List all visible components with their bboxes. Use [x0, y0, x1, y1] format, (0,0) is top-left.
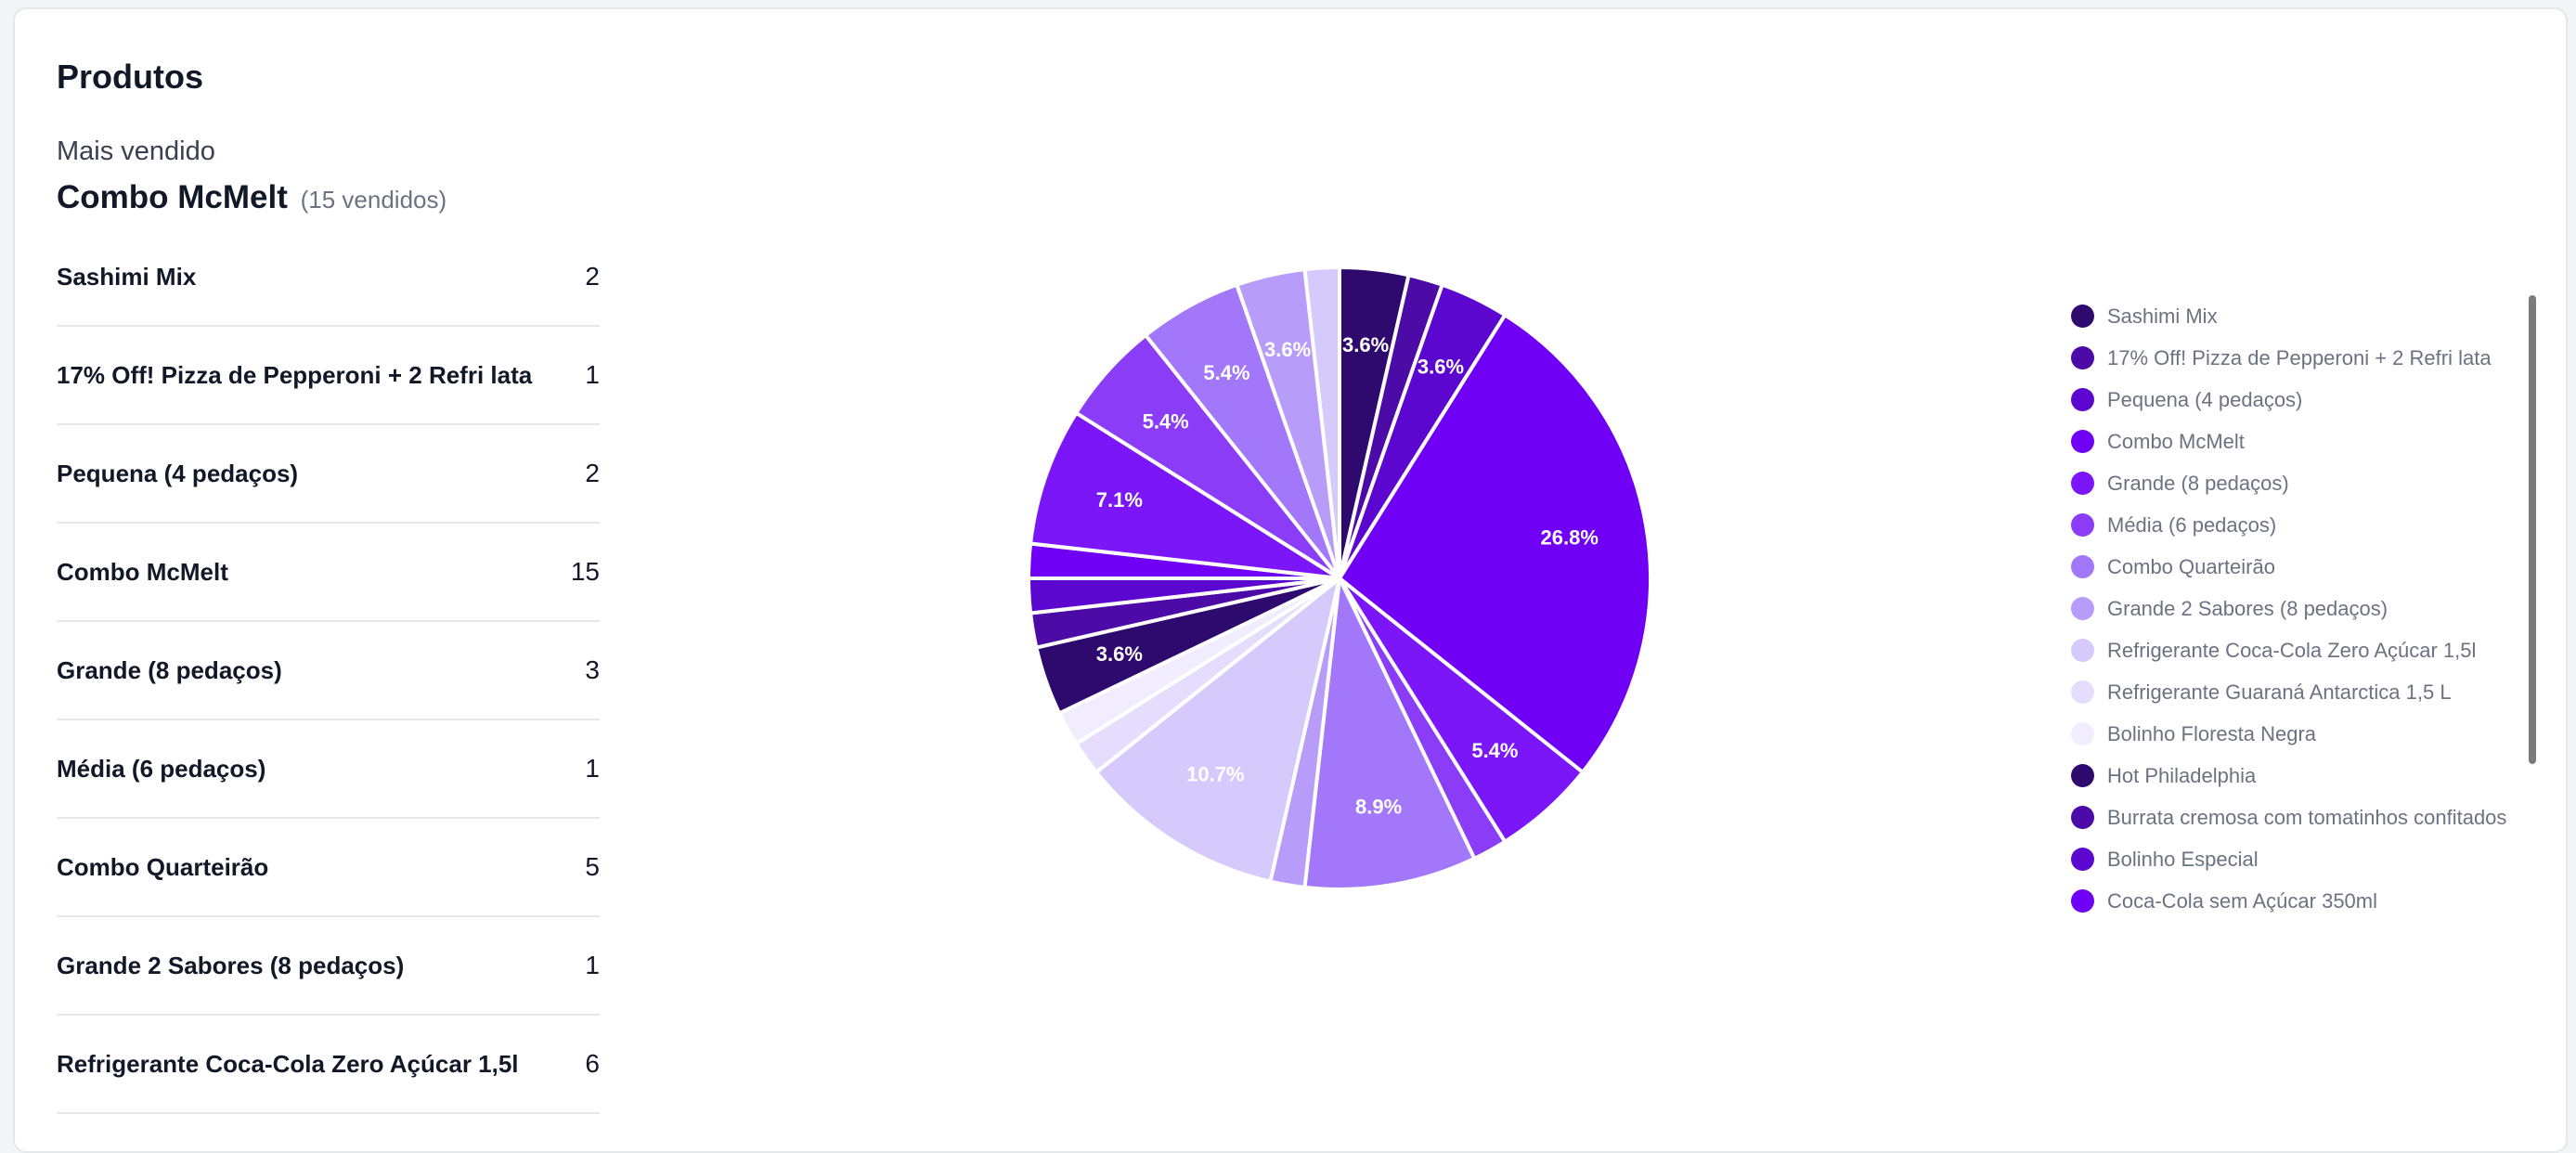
legend-item[interactable]: Coca-Cola sem Açúcar 350ml: [2071, 880, 2506, 922]
legend-swatch: [2071, 346, 2094, 369]
legend-item[interactable]: Pequena (4 pedaços): [2071, 379, 2506, 421]
legend-label: Pequena (4 pedaços): [2107, 387, 2303, 411]
legend-item[interactable]: Burrata cremosa com tomatinhos confitado…: [2071, 797, 2506, 838]
legend-swatch: [2071, 555, 2094, 578]
best-seller-count: (15 vendidos): [300, 186, 447, 214]
product-quantity: 2: [585, 459, 600, 487]
legend-swatch: [2071, 889, 2094, 913]
page-title: Produtos: [57, 58, 203, 96]
list-item[interactable]: Pequena (4 pedaços) 2: [57, 425, 600, 524]
slice-label: 5.4%: [1143, 409, 1189, 433]
product-quantity: 2: [585, 262, 600, 291]
list-item[interactable]: Combo Quarteirão 5: [57, 819, 600, 917]
legend-swatch: [2071, 304, 2094, 328]
legend-label: Bolinho Especial: [2107, 847, 2259, 871]
product-quantity: 1: [585, 951, 600, 979]
product-quantity: 5: [585, 852, 600, 881]
product-name: Média (6 pedaços): [57, 754, 266, 783]
slice-label: 10.7%: [1186, 763, 1244, 786]
legend-item[interactable]: Combo McMelt: [2071, 421, 2506, 462]
pie-slice[interactable]: [1302, 265, 1341, 579]
legend-swatch: [2071, 806, 2094, 829]
legend-swatch: [2071, 513, 2094, 537]
legend-label: Bolinho Floresta Negra: [2107, 721, 2317, 745]
legend-label: Grande 2 Sabores (8 pedaços): [2107, 596, 2388, 620]
legend-label: Combo McMelt: [2107, 429, 2245, 453]
list-item[interactable]: Refrigerante Coca-Cola Zero Açúcar 1,5l 6: [57, 1016, 600, 1114]
list-item[interactable]: Grande (8 pedaços) 3: [57, 622, 600, 720]
product-name: Grande 2 Sabores (8 pedaços): [57, 951, 405, 979]
legend-swatch: [2071, 472, 2094, 495]
legend-swatch: [2071, 388, 2094, 411]
product-list[interactable]: Sashimi Mix 2 17% Off! Pizza de Pepperoni …: [57, 228, 600, 1114]
legend-scrollbar[interactable]: [2529, 295, 2536, 764]
legend-label: Média (6 pedaços): [2107, 512, 2277, 537]
slice-label: 5.4%: [1203, 361, 1249, 384]
legend-item[interactable]: Hot Philadelphia: [2071, 755, 2506, 797]
product-name: Combo McMelt: [57, 557, 228, 586]
slice-label: 3.6%: [1417, 355, 1464, 378]
legend-label: Sashimi Mix: [2107, 304, 2218, 328]
best-seller-name: Combo McMelt: [57, 179, 288, 215]
legend-item[interactable]: Bolinho Floresta Negra: [2071, 713, 2506, 755]
products-card: Produtos Mais vendido Combo McMelt (15 v…: [13, 7, 2568, 1153]
product-quantity: 3: [585, 655, 600, 684]
legend-swatch: [2071, 764, 2094, 787]
legend-swatch: [2071, 597, 2094, 620]
legend-label: Grande (8 pedaços): [2107, 471, 2289, 495]
pie-slice[interactable]: [1094, 573, 1343, 884]
pie-slice[interactable]: [1337, 312, 1652, 775]
product-name: Refrigerante Coca-Cola Zero Açúcar 1,5l: [57, 1049, 519, 1078]
product-quantity: 15: [570, 557, 600, 586]
legend-item[interactable]: Grande (8 pedaços): [2071, 462, 2506, 504]
legend-label: Hot Philadelphia: [2107, 763, 2257, 787]
product-quantity: 1: [585, 754, 600, 783]
pie-slice[interactable]: [1302, 571, 1478, 891]
legend-swatch: [2071, 680, 2094, 704]
best-seller-caption: Mais vendido: [57, 136, 215, 166]
legend-item[interactable]: Refrigerante Coca-Cola Zero Açúcar 1,5l: [2071, 629, 2506, 671]
list-item[interactable]: 17% Off! Pizza de Pepperoni + 2 Refri la…: [57, 327, 600, 425]
product-quantity: 6: [585, 1049, 600, 1078]
list-item[interactable]: Média (6 pedaços) 1: [57, 720, 600, 819]
slice-label: 8.9%: [1355, 796, 1402, 819]
legend-label: Refrigerante Coca-Cola Zero Açúcar 1,5l: [2107, 638, 2477, 662]
slice-label: 7.1%: [1096, 488, 1143, 512]
slice-label: 3.6%: [1264, 338, 1311, 361]
pie-slice[interactable]: [1028, 410, 1341, 580]
legend-label: Combo Quarteirão: [2107, 554, 2275, 578]
slice-label: 3.6%: [1342, 333, 1389, 356]
legend-item[interactable]: Média (6 pedaços): [2071, 504, 2506, 546]
chart-legend[interactable]: Sashimi Mix 17% Off! Pizza de Pepperoni +…: [2071, 295, 2506, 922]
legend-swatch: [2071, 430, 2094, 453]
list-item[interactable]: Sashimi Mix 2: [57, 228, 600, 327]
legend-item[interactable]: Bolinho Especial: [2071, 838, 2506, 880]
best-seller: Combo McMelt (15 vendidos): [57, 179, 447, 216]
legend-item[interactable]: Grande 2 Sabores (8 pedaços): [2071, 588, 2506, 629]
legend-item[interactable]: Sashimi Mix: [2071, 295, 2506, 337]
legend-item[interactable]: Refrigerante Guaraná Antarctica 1,5 L: [2071, 671, 2506, 713]
product-name: Sashimi Mix: [57, 262, 197, 291]
slice-label: 5.4%: [1471, 739, 1518, 762]
legend-label: 17% Off! Pizza de Pepperoni + 2 Refri la…: [2107, 345, 2492, 369]
product-quantity: 1: [585, 360, 600, 389]
slice-label: 26.8%: [1541, 526, 1599, 550]
product-name: 17% Off! Pizza de Pepperoni + 2 Refri la…: [57, 360, 533, 389]
product-name: Grande (8 pedaços): [57, 655, 282, 684]
legend-swatch: [2071, 848, 2094, 871]
legend-label: Coca-Cola sem Açúcar 350ml: [2107, 888, 2378, 913]
product-name: Pequena (4 pedaços): [57, 459, 299, 487]
legend-label: Refrigerante Guaraná Antarctica 1,5 L: [2107, 680, 2452, 704]
slice-label: 3.6%: [1096, 642, 1143, 666]
product-name: Combo Quarteirão: [57, 852, 269, 881]
list-item[interactable]: Grande 2 Sabores (8 pedaços) 1: [57, 917, 600, 1016]
legend-swatch: [2071, 639, 2094, 662]
list-item[interactable]: Combo McMelt 15: [57, 524, 600, 622]
pie-chart: 3.6% 3.6% 26.8% 5.4% 8.9% 10.7% 3.6% 7.1% 5.4% 5.…: [1026, 265, 1652, 891]
legend-item[interactable]: Combo Quarteirão: [2071, 546, 2506, 588]
legend-item[interactable]: 17% Off! Pizza de Pepperoni + 2 Refri la…: [2071, 337, 2506, 379]
legend-swatch: [2071, 722, 2094, 745]
legend-label: Burrata cremosa com tomatinhos confitado…: [2107, 805, 2507, 829]
